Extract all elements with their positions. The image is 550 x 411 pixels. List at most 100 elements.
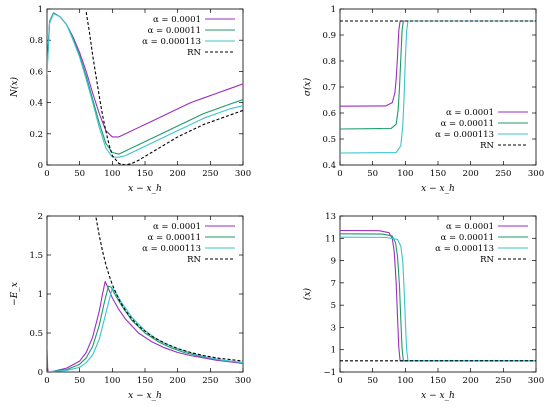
- y-tick-label: 0.2: [29, 130, 43, 140]
- x-tick-label: 150: [430, 169, 446, 179]
- x-tick-label: 250: [495, 376, 511, 386]
- legend-label: α = 0.00011: [441, 233, 494, 243]
- x-tick-label: 250: [202, 169, 218, 179]
- y-tick-label: 0.8: [29, 36, 43, 46]
- x-tick-label: 50: [367, 376, 378, 386]
- legend-label: RN: [187, 48, 201, 58]
- x-tick-label: 200: [463, 376, 479, 386]
- chart-panel-top-right: 0 50 100 150 200 250 300 0.4 0.5 0.6 0.7 0.8 0.9 1 x −…: [302, 5, 544, 194]
- legend-label: α = 0.0001: [153, 222, 201, 232]
- x-tick-label: 100: [397, 169, 413, 179]
- x-tick-label: 150: [137, 376, 153, 386]
- series-group: [47, 12, 243, 165]
- series-line--0.00011: [340, 20, 536, 130]
- x-tick-label: 150: [430, 376, 446, 386]
- x-tick-label: 150: [137, 169, 153, 179]
- series-group: [47, 217, 243, 372]
- legend-label: α = 0.000113: [435, 244, 494, 254]
- x-tick-label: 50: [367, 169, 378, 179]
- legend-label: RN: [480, 141, 494, 151]
- series-line--0.0001: [340, 229, 536, 362]
- x-tick-label: 300: [528, 169, 544, 179]
- y-tick-label: 1: [38, 5, 43, 15]
- x-tick-label: 300: [235, 169, 251, 179]
- x-tick-label: 200: [170, 376, 186, 386]
- x-tick-label: 100: [104, 169, 120, 179]
- series-line--0.0001: [47, 12, 243, 138]
- y-tick-label: 9: [331, 257, 336, 267]
- y-tick-label: 0.5: [322, 135, 336, 145]
- chart-panel-top-left: 0 50 100 150 200 250 300 0 0.2 0.4 0.6 0.8 1 x − x_h N…: [9, 5, 251, 194]
- y-tick-label: 0.6: [29, 67, 43, 77]
- series-line--0.000113: [340, 236, 536, 362]
- y-tick-label: 2: [38, 212, 43, 222]
- legend-label: α = 0.00011: [148, 26, 201, 36]
- series-line--0.00011: [47, 285, 243, 372]
- series-line--0.0001: [340, 20, 536, 107]
- legend-label: α = 0.000113: [435, 130, 494, 140]
- legend-label: α = 0.000113: [142, 244, 201, 254]
- legend-label: α = 0.0001: [446, 222, 494, 232]
- y-tick-label: 0.7: [322, 83, 336, 93]
- y-tick-label: 0.4: [29, 99, 43, 109]
- y-tick-label: 0: [38, 161, 43, 171]
- y-tick-label: 13: [325, 212, 336, 222]
- x-tick-label: 0: [44, 169, 49, 179]
- x-tick-label: 0: [337, 169, 342, 179]
- legend-label: α = 0.0001: [153, 15, 201, 25]
- x-tick-label: 300: [235, 376, 251, 386]
- y-tick-label: 0.6: [322, 109, 336, 119]
- y-tick-label: 0: [38, 368, 43, 378]
- y-tick-label: 7: [331, 279, 336, 289]
- x-tick-label: 50: [74, 376, 85, 386]
- y-tick-label: 1.5: [29, 251, 43, 261]
- plot-frame: [339, 8, 537, 166]
- y-tick-label: 1: [38, 290, 43, 300]
- legend-label: α = 0.000113: [142, 37, 201, 47]
- legend-label: RN: [480, 255, 494, 265]
- legend-label: α = 0.00011: [441, 119, 494, 129]
- x-tick-label: 200: [463, 169, 479, 179]
- series-group: [340, 20, 536, 154]
- y-tick-label: 0.9: [322, 31, 336, 41]
- x-tick-label: 100: [104, 376, 120, 386]
- x-tick-label: 250: [495, 169, 511, 179]
- y-axis-label: σ(x): [302, 77, 313, 96]
- y-axis-label: −E_x: [10, 282, 20, 306]
- legend-label: RN: [187, 255, 201, 265]
- plot-frame: [339, 215, 537, 373]
- y-axis-label: N(x): [9, 77, 20, 98]
- series-line--0.000113: [47, 13, 243, 158]
- y-tick-label: −1: [323, 368, 336, 378]
- series-line--0.000113: [340, 20, 536, 154]
- legend-label: α = 0.0001: [446, 108, 494, 118]
- y-tick-label: 1: [331, 346, 336, 356]
- y-tick-label: 1: [331, 5, 336, 15]
- series-group: [340, 229, 536, 362]
- x-tick-label: 250: [202, 376, 218, 386]
- y-tick-label: 3: [331, 323, 336, 333]
- y-tick-label: 11: [325, 234, 336, 244]
- x-tick-label: 50: [74, 169, 85, 179]
- y-tick-label: 0.4: [322, 161, 336, 171]
- series-line-RN: [95, 217, 243, 362]
- legend-label: α = 0.00011: [148, 233, 201, 243]
- chart-panel-bottom-left: 0 50 100 150 200 250 300 0 0.5 1 1.5 2 x − x_h −E_x α …: [10, 212, 251, 401]
- x-axis-label: x − x_h: [421, 184, 455, 194]
- y-tick-label: 5: [331, 301, 336, 311]
- x-tick-label: 0: [337, 376, 342, 386]
- x-tick-label: 300: [528, 376, 544, 386]
- y-axis-label: (x): [302, 287, 313, 300]
- y-tick-label: 0.8: [322, 57, 336, 67]
- x-axis-label: x − x_h: [421, 391, 455, 401]
- x-tick-label: 100: [397, 376, 413, 386]
- x-axis-label: x − x_h: [128, 391, 162, 401]
- x-tick-label: 0: [44, 376, 49, 386]
- y-tick-label: 0.5: [29, 329, 43, 339]
- plot-frame: [46, 215, 244, 373]
